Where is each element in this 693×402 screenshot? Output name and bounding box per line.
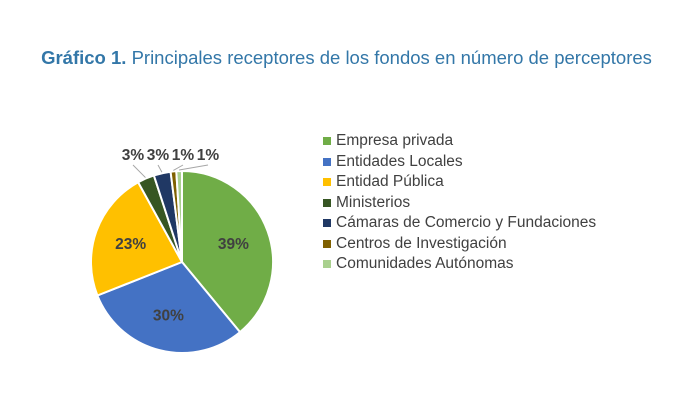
data-label: 3%: [122, 147, 145, 164]
leader-line: [132, 164, 146, 178]
data-label: 1%: [172, 147, 195, 164]
data-label: 39%: [218, 236, 249, 253]
data-label: 23%: [115, 236, 146, 253]
legend-label: Empresa privada: [336, 132, 454, 150]
legend-swatch: [323, 239, 331, 248]
legend-item: Entidad Pública: [323, 172, 596, 193]
legend-label: Centros de Investigación: [336, 234, 507, 252]
legend-swatch: [323, 137, 331, 146]
data-label: 3%: [147, 147, 170, 164]
legend-item: Ministerios: [323, 193, 596, 214]
legend-label: Comunidades Autónomas: [336, 255, 514, 273]
pie-slice: [96, 260, 242, 354]
legend-label: Cámaras de Comercio y Fundaciones: [336, 214, 597, 232]
leader-line: [157, 164, 163, 173]
pie-slice: [90, 180, 184, 297]
leader-line: [173, 164, 184, 171]
pie-slice: [181, 169, 274, 334]
chart-legend: Empresa privada Entidades Locales Entidad …: [323, 131, 596, 275]
legend-swatch: [323, 198, 331, 207]
leader-line: [179, 164, 209, 171]
data-label: 1%: [197, 147, 220, 164]
legend-label: Ministerios: [336, 193, 411, 211]
legend-item: Cámaras de Comercio y Fundaciones: [323, 213, 596, 234]
pie-slice: [175, 169, 183, 263]
legend-swatch: [323, 178, 331, 187]
legend-item: Centros de Investigación: [323, 234, 596, 255]
data-label: 30%: [153, 307, 184, 324]
legend-swatch: [323, 260, 331, 269]
legend-swatch: [323, 157, 331, 166]
legend-item: Empresa privada: [323, 131, 596, 152]
legend-item: Entidades Locales: [323, 152, 596, 173]
legend-swatch: [323, 219, 331, 228]
chart-title-prefix: Gráfico 1.: [41, 47, 127, 68]
chart-title-text: Principales receptores de los fondos en …: [131, 47, 652, 68]
chart-title: Gráfico 1. Principales receptores de los…: [0, 47, 693, 69]
legend-item: Comunidades Autónomas: [323, 254, 596, 275]
legend-label: Entidad Pública: [336, 173, 444, 191]
legend-label: Entidades Locales: [336, 152, 463, 170]
